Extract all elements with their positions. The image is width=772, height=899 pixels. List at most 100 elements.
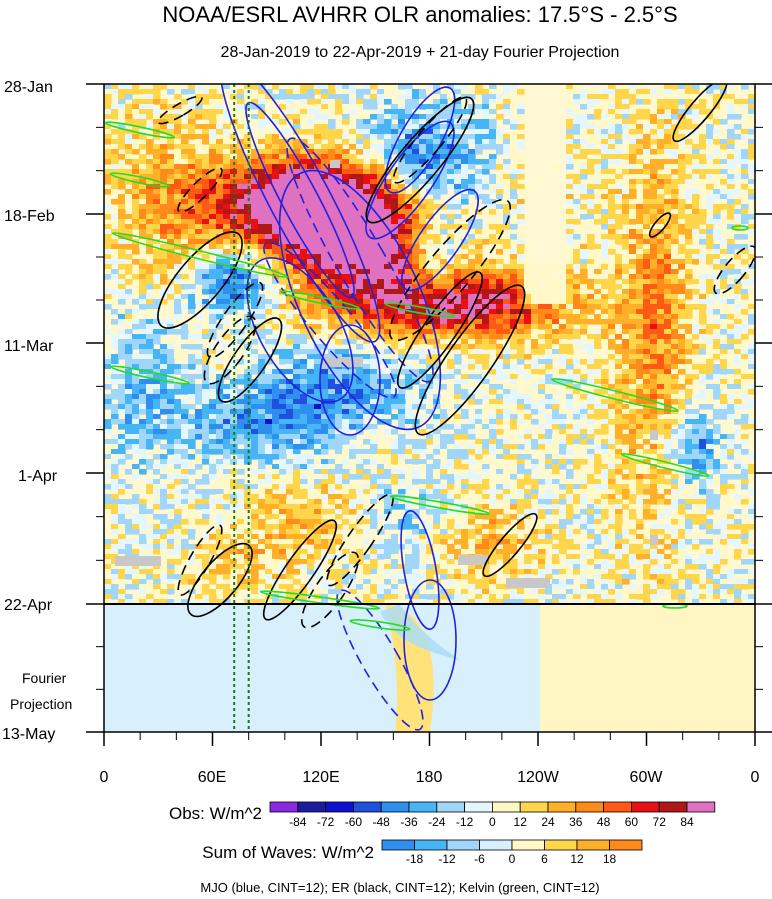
- obs-anomaly-cell: [391, 309, 399, 315]
- obs-anomaly-cell: [587, 294, 595, 300]
- obs-anomaly-cell: [300, 359, 308, 365]
- obs-anomaly-cell: [258, 279, 266, 285]
- obs-anomaly-cell: [657, 394, 665, 400]
- obs-anomaly-cell: [118, 144, 126, 150]
- obs-anomaly-cell: [286, 374, 294, 380]
- obs-anomaly-cell: [713, 264, 721, 270]
- obs-anomaly-cell: [594, 204, 602, 210]
- obs-anomaly-cell: [461, 274, 469, 280]
- obs-anomaly-cell: [510, 139, 518, 145]
- obs-anomaly-cell: [657, 254, 665, 260]
- obs-anomaly-cell: [307, 309, 315, 315]
- obs-anomaly-cell: [174, 234, 182, 240]
- obs-anomaly-cell: [398, 194, 406, 200]
- obs-anomaly-cell: [503, 399, 511, 405]
- obs-anomaly-cell: [447, 174, 455, 180]
- obs-anomaly-cell: [650, 319, 658, 325]
- obs-anomaly-cell: [356, 279, 364, 285]
- obs-anomaly-cell: [447, 364, 455, 370]
- obs-anomaly-cell: [209, 154, 217, 160]
- obs-anomaly-cell: [342, 299, 350, 305]
- obs-anomaly-cell: [594, 174, 602, 180]
- obs-anomaly-cell: [349, 299, 357, 305]
- obs-anomaly-cell: [174, 314, 182, 320]
- obs-anomaly-cell: [398, 354, 406, 360]
- obs-anomaly-cell: [720, 139, 728, 145]
- obs-anomaly-cell: [727, 359, 735, 365]
- obs-anomaly-cell: [300, 99, 308, 105]
- obs-anomaly-cell: [160, 154, 168, 160]
- obs-anomaly-cell: [713, 149, 721, 155]
- obs-anomaly-cell: [440, 184, 448, 190]
- obs-anomaly-cell: [713, 219, 721, 225]
- obs-anomaly-cell: [398, 404, 406, 410]
- obs-anomaly-cell: [629, 374, 637, 380]
- obs-anomaly-cell: [398, 229, 406, 235]
- obs-anomaly-cell: [356, 289, 364, 295]
- obs-anomaly-cell: [160, 219, 168, 225]
- obs-anomaly-cell: [321, 309, 329, 315]
- obs-anomaly-cell: [314, 349, 322, 355]
- obs-anomaly-cell: [342, 229, 350, 235]
- obs-anomaly-cell: [321, 174, 329, 180]
- obs-anomaly-cell: [153, 304, 161, 310]
- obs-anomaly-cell: [510, 234, 518, 240]
- obs-anomaly-cell: [524, 269, 532, 275]
- obs-anomaly-cell: [195, 324, 203, 330]
- obs-anomaly-cell: [153, 294, 161, 300]
- obs-anomaly-cell: [685, 189, 693, 195]
- obs-anomaly-cell: [706, 114, 714, 120]
- obs-anomaly-cell: [489, 299, 497, 305]
- obs-anomaly-cell: [741, 294, 749, 300]
- obs-anomaly-cell: [251, 159, 259, 165]
- obs-anomaly-cell: [636, 344, 644, 350]
- obs-anomaly-cell: [391, 374, 399, 380]
- obs-anomaly-cell: [335, 384, 343, 390]
- obs-anomaly-cell: [356, 379, 364, 385]
- obs-anomaly-cell: [419, 334, 427, 340]
- obs-anomaly-cell: [398, 254, 406, 260]
- obs-anomaly-cell: [160, 354, 168, 360]
- obs-anomaly-cell: [405, 179, 413, 185]
- obs-anomaly-cell: [496, 344, 504, 350]
- obs-anomaly-cell: [104, 269, 112, 275]
- obs-anomaly-cell: [272, 259, 280, 265]
- obs-anomaly-cell: [258, 244, 266, 250]
- obs-anomaly-cell: [636, 314, 644, 320]
- obs-anomaly-cell: [650, 239, 658, 245]
- obs-anomaly-cell: [734, 99, 742, 105]
- obs-anomaly-cell: [622, 244, 630, 250]
- obs-anomaly-cell: [132, 269, 140, 275]
- obs-anomaly-cell: [678, 199, 686, 205]
- obs-anomaly-cell: [265, 224, 273, 230]
- obs-anomaly-cell: [272, 184, 280, 190]
- obs-anomaly-cell: [391, 324, 399, 330]
- obs-anomaly-cell: [104, 329, 112, 335]
- obs-anomaly-cell: [286, 384, 294, 390]
- obs-anomaly-cell: [699, 204, 707, 210]
- obs-anomaly-cell: [286, 399, 294, 405]
- obs-anomaly-cell: [300, 209, 308, 215]
- obs-anomaly-cell: [601, 264, 609, 270]
- obs-anomaly-cell: [139, 194, 147, 200]
- obs-anomaly-cell: [202, 299, 210, 305]
- obs-anomaly-cell: [664, 324, 672, 330]
- obs-anomaly-cell: [706, 134, 714, 140]
- obs-anomaly-cell: [692, 129, 700, 135]
- obs-anomaly-cell: [272, 304, 280, 310]
- obs-anomaly-cell: [503, 94, 511, 100]
- obs-anomaly-cell: [566, 249, 574, 255]
- obs-anomaly-cell: [727, 329, 735, 335]
- obs-anomaly-cell: [153, 174, 161, 180]
- obs-anomaly-cell: [615, 379, 623, 385]
- obs-anomaly-cell: [566, 334, 574, 340]
- obs-anomaly-cell: [377, 399, 385, 405]
- obs-anomaly-cell: [363, 289, 371, 295]
- obs-anomaly-cell: [664, 89, 672, 95]
- obs-anomaly-cell: [552, 264, 560, 270]
- obs-anomaly-cell: [608, 199, 616, 205]
- obs-anomaly-cell: [531, 344, 539, 350]
- obs-anomaly-cell: [601, 399, 609, 405]
- obs-anomaly-cell: [160, 209, 168, 215]
- obs-anomaly-cell: [307, 144, 315, 150]
